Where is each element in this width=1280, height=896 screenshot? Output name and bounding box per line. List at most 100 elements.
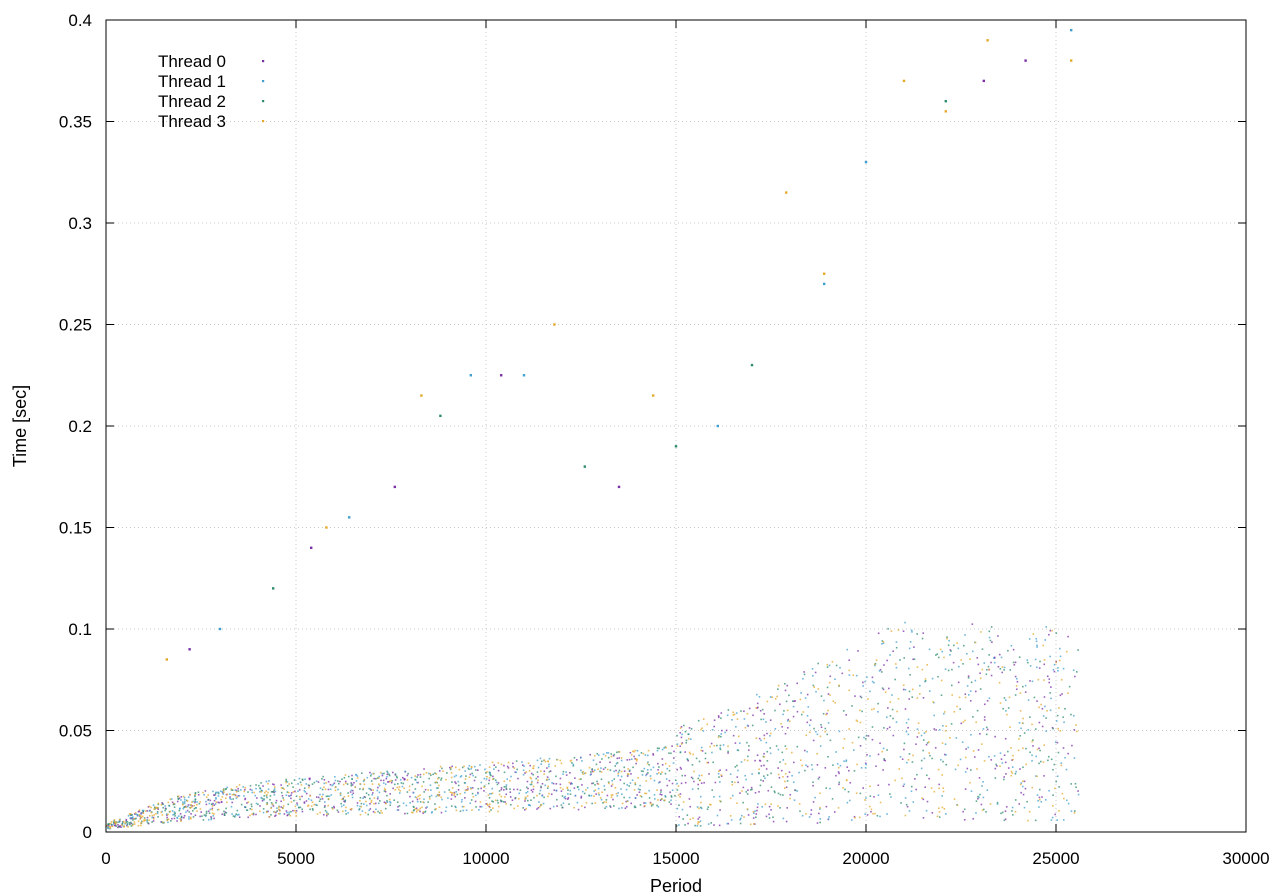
data-point <box>367 793 370 796</box>
data-point <box>327 788 330 791</box>
data-point <box>266 803 268 806</box>
data-point <box>700 801 702 804</box>
data-point <box>282 805 285 807</box>
data-point <box>994 777 997 779</box>
data-point <box>760 739 762 742</box>
data-point <box>447 797 449 799</box>
data-point <box>653 779 656 782</box>
data-point <box>568 803 570 805</box>
data-point <box>914 778 916 780</box>
data-point <box>430 812 433 814</box>
data-point <box>882 641 885 643</box>
data-point <box>634 783 637 786</box>
data-point <box>625 805 628 808</box>
data-point <box>342 810 344 813</box>
data-point <box>518 792 521 795</box>
data-point <box>688 751 691 754</box>
data-point <box>975 721 977 724</box>
data-point <box>908 810 911 812</box>
data-point <box>211 808 213 811</box>
data-point <box>722 744 725 746</box>
data-point <box>138 814 141 816</box>
data-point <box>190 817 192 820</box>
data-point <box>661 798 663 800</box>
data-point <box>221 791 224 794</box>
data-point <box>292 809 294 812</box>
data-point <box>871 680 874 683</box>
data-point <box>988 697 991 700</box>
data-point <box>964 719 966 722</box>
data-point <box>1036 775 1038 778</box>
data-point <box>614 765 617 767</box>
data-point <box>998 681 1001 684</box>
data-point <box>434 781 437 784</box>
data-point <box>816 733 819 736</box>
data-point <box>826 666 829 668</box>
data-point <box>183 816 185 819</box>
data-point <box>766 700 769 703</box>
data-point <box>679 793 682 795</box>
data-point <box>378 812 381 814</box>
data-point <box>645 774 647 777</box>
data-point <box>719 809 721 811</box>
data-point <box>540 803 543 806</box>
data-point <box>1076 730 1078 733</box>
data-point <box>250 803 253 806</box>
data-point <box>634 782 637 784</box>
data-point <box>788 720 791 723</box>
data-point <box>792 715 795 718</box>
data-point <box>140 812 143 815</box>
data-point <box>1010 774 1013 777</box>
data-point <box>620 757 623 759</box>
data-point <box>796 682 799 685</box>
data-point <box>231 801 234 804</box>
data-point <box>522 764 524 766</box>
data-point <box>286 780 289 783</box>
data-point <box>732 714 735 716</box>
data-point <box>613 753 616 756</box>
data-point <box>286 784 289 787</box>
data-point <box>524 772 526 774</box>
data-point <box>845 714 848 716</box>
data-point <box>825 787 828 789</box>
data-point <box>977 797 979 800</box>
data-point <box>1000 812 1002 815</box>
data-point <box>806 765 809 768</box>
data-point <box>526 780 529 783</box>
data-point <box>684 781 687 784</box>
data-point <box>315 780 318 782</box>
data-point <box>1011 759 1013 761</box>
data-point <box>616 757 619 760</box>
data-point <box>746 712 749 715</box>
data-point <box>278 806 280 808</box>
data-point <box>784 780 786 783</box>
data-point <box>852 674 854 677</box>
data-point <box>438 776 440 779</box>
data-point <box>465 809 468 812</box>
data-point <box>919 684 921 687</box>
data-point <box>597 768 599 770</box>
data-point <box>187 796 190 799</box>
data-point <box>812 684 815 687</box>
data-point <box>998 653 1001 656</box>
data-point <box>428 772 430 775</box>
data-point <box>931 757 933 760</box>
data-point <box>747 749 750 751</box>
data-point <box>434 803 436 805</box>
data-point <box>659 781 661 783</box>
data-point <box>451 781 453 783</box>
data-point <box>536 781 539 784</box>
data-point <box>1010 644 1013 647</box>
data-point <box>449 791 452 793</box>
data-point <box>454 805 457 808</box>
data-point <box>165 808 167 810</box>
data-point <box>273 811 276 813</box>
data-point <box>618 807 620 810</box>
data-point <box>1059 655 1062 658</box>
data-point <box>363 796 366 798</box>
data-point <box>881 640 884 642</box>
data-point <box>782 817 785 820</box>
data-point <box>178 808 181 810</box>
data-point <box>743 718 746 720</box>
data-point <box>451 765 453 768</box>
